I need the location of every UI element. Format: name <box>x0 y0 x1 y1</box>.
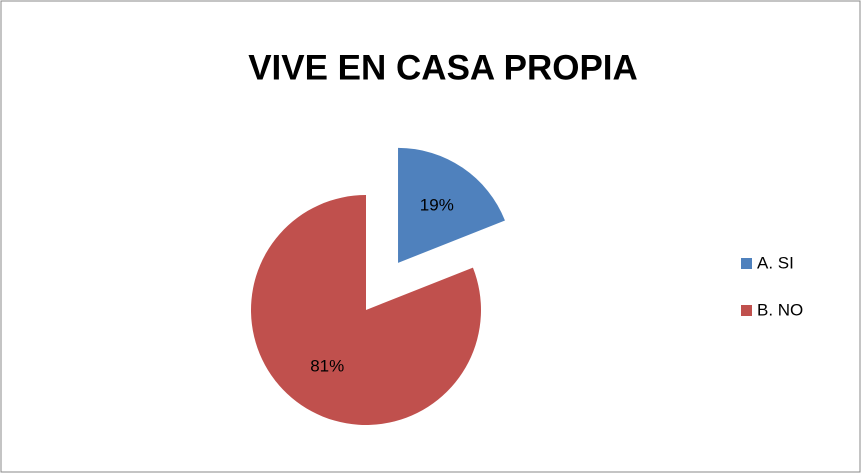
legend-swatch <box>741 305 752 316</box>
legend-label: A. SI <box>757 253 794 272</box>
data-label: 19% <box>420 195 454 214</box>
legend-swatch <box>741 258 752 269</box>
chart-title: VIVE EN CASA PROPIA <box>248 48 638 87</box>
pie-slice <box>250 195 481 425</box>
data-label: 81% <box>310 357 344 376</box>
pie-slice <box>398 147 505 263</box>
legend-label: B. NO <box>757 300 803 319</box>
